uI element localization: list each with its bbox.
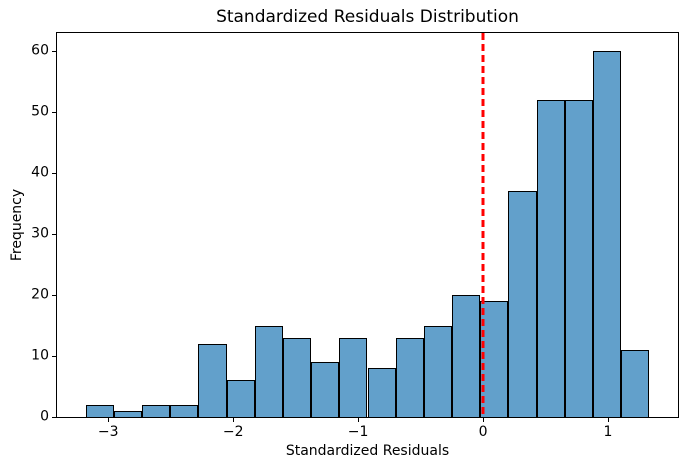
x-tick: [483, 417, 485, 422]
x-tick: [608, 417, 610, 422]
histogram-bar: [423, 325, 452, 417]
y-tick-label: 10: [31, 347, 49, 364]
y-tick: [52, 295, 57, 297]
histogram-bar: [480, 301, 509, 417]
histogram-bar: [311, 362, 340, 417]
x-tick-label: 0: [478, 424, 488, 440]
histogram-bar: [226, 380, 255, 417]
y-tick: [52, 417, 57, 418]
x-tick: [108, 417, 110, 422]
x-tick-label: −1: [347, 424, 369, 440]
x-tick: [233, 417, 235, 422]
y-axis-label: Frequency: [9, 188, 25, 262]
histogram-bar: [621, 349, 650, 417]
y-tick-label: 60: [31, 42, 49, 59]
x-axis-label: Standardized Residuals: [285, 443, 450, 459]
y-tick-label: 40: [31, 164, 49, 181]
histogram-bar: [254, 325, 283, 417]
y-tick: [52, 112, 57, 114]
y-tick-label: 50: [31, 103, 49, 120]
zero-reference-line: [481, 33, 485, 417]
x-tick: [358, 417, 360, 422]
y-tick-label: 20: [31, 286, 49, 303]
x-tick-label: −3: [97, 424, 119, 440]
histogram-bar: [339, 337, 368, 417]
x-tick-label: −2: [222, 424, 244, 440]
histogram-bar: [536, 100, 565, 417]
histogram-bar: [395, 337, 424, 417]
y-tick: [52, 234, 57, 236]
y-tick-label: 0: [40, 408, 49, 425]
x-tick-label: 1: [603, 424, 613, 440]
histogram-bar: [198, 343, 227, 417]
histogram-bar: [170, 404, 199, 417]
histogram-bar: [142, 404, 171, 417]
y-tick: [52, 51, 57, 53]
histogram-bar: [564, 100, 593, 417]
histogram-bar: [85, 404, 114, 417]
histogram-bar: [367, 368, 396, 417]
histogram-bar: [282, 337, 312, 417]
histogram-bar: [451, 295, 481, 417]
histogram-bar: [592, 51, 622, 417]
plot-area: −3 −2 −1 0 1 0 10 20 30 40 50 60: [31, 32, 679, 440]
y-tick: [52, 173, 57, 175]
y-tick-label: 30: [31, 225, 49, 242]
y-tick: [52, 356, 57, 358]
histogram-bar: [113, 410, 143, 417]
chart-title: Standardized Residuals Distribution: [216, 7, 519, 27]
histogram-bar: [508, 191, 537, 417]
